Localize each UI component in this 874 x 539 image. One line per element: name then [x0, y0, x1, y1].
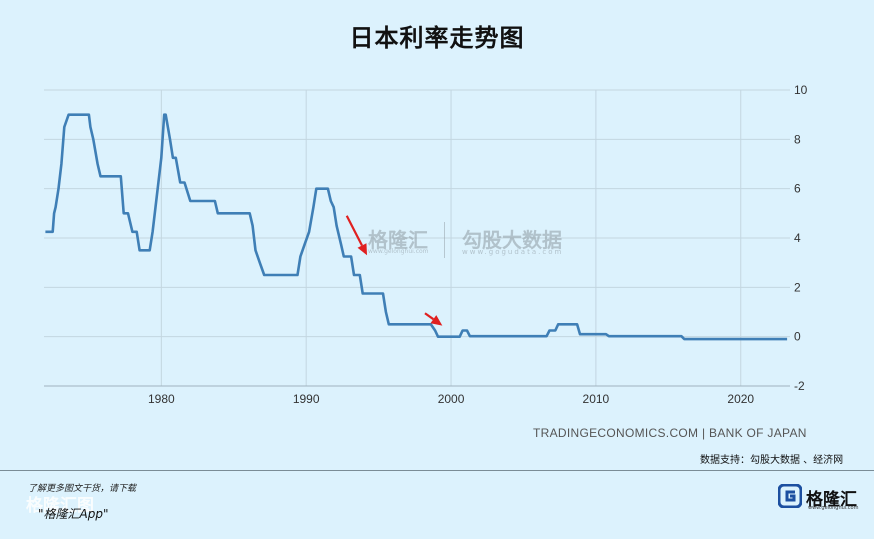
series-layer: [45, 113, 788, 341]
x-tick-label: 2000: [438, 392, 465, 406]
brand-url: www.gelonghui.com: [808, 505, 859, 511]
brand-name: 格隆汇: [806, 490, 857, 510]
watermark-divider: [444, 222, 445, 258]
data-support-text: 数据支持：勾股大数据 、经济网: [700, 455, 844, 466]
y-tick-label: -2: [794, 379, 805, 393]
x-tick-label: 1990: [293, 392, 320, 406]
y-tick-label: 0: [794, 330, 801, 344]
y-tick-label: 8: [794, 132, 801, 146]
footer-divider: [0, 470, 874, 471]
y-tick-label: 6: [794, 182, 801, 196]
chart-source: TRADINGECONOMICS.COM | BANK OF JAPAN: [533, 426, 807, 440]
y-axis-ticks: 10 8 6 4 2 0 -2: [794, 83, 808, 393]
footer-note: 了解更多图文干货，请下载: [28, 484, 137, 494]
y-tick-label: 2: [794, 280, 801, 294]
footer-big-text: 格隆汇图: [26, 496, 94, 516]
x-tick-label: 1980: [148, 392, 175, 406]
red-arrow-shaft: [424, 312, 435, 321]
x-tick-label: 2010: [583, 392, 610, 406]
y-tick-label: 10: [794, 83, 808, 97]
red-arrow-head: [430, 315, 443, 326]
y-tick-label: 4: [794, 231, 801, 245]
watermark-gogudata-url: www.gogudata.com: [462, 248, 564, 256]
watermark-gelonghui-url: www.gelonghui.com: [368, 248, 429, 255]
footer-app-name: "格隆汇App": [38, 507, 109, 521]
annotation-layer: [345, 215, 443, 326]
red-arrow-head: [357, 243, 368, 256]
x-tick-label: 2020: [727, 392, 754, 406]
red-arrow-shaft: [345, 215, 363, 246]
chart-title: 日本利率走势图: [349, 24, 525, 52]
watermark-gelonghui: 格隆汇: [368, 228, 428, 252]
gelonghui-logo-icon: [778, 484, 802, 508]
x-axis-ticks: 1980 1990 2000 2010 2020: [148, 392, 754, 406]
interest-rate-line: [45, 113, 788, 341]
watermark-gogudata: 勾股大数据: [462, 228, 562, 252]
